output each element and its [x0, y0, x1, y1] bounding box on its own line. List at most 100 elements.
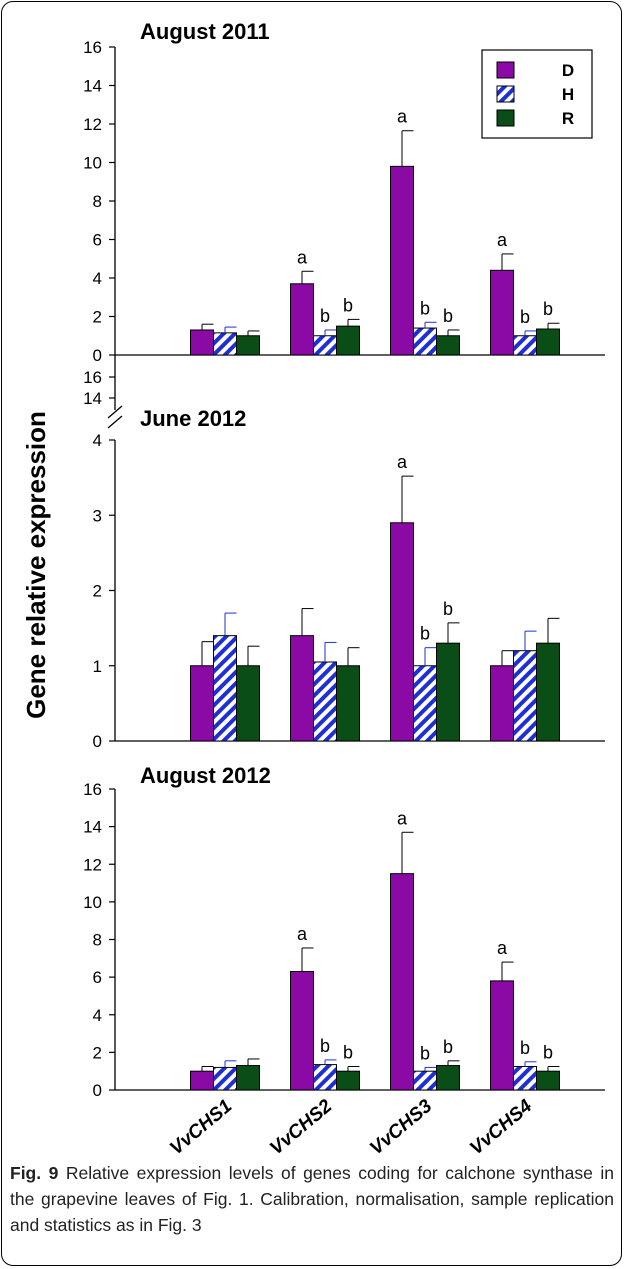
- y-tick-label: 12: [83, 855, 102, 874]
- bar-H-VvCHS3: [413, 665, 437, 742]
- axis-break-mark: [107, 415, 123, 429]
- bar-D-VvCHS4: [490, 665, 514, 742]
- y-tick-label: 0: [93, 346, 102, 365]
- y-tick-label: 16: [83, 368, 102, 387]
- significance-label: b: [443, 306, 453, 326]
- y-tick-label: 0: [93, 1081, 102, 1100]
- significance-label: b: [543, 1042, 553, 1062]
- y-tick-label: 12: [83, 115, 102, 134]
- legend-swatch-R: [496, 109, 515, 127]
- y-tick-label: 8: [93, 931, 102, 950]
- significance-label: b: [420, 298, 430, 318]
- y-tick-label: 4: [93, 1006, 102, 1025]
- y-tick-label: 6: [93, 968, 102, 987]
- bar-H-VvCHS2: [313, 661, 337, 742]
- bar-D-VvCHS4: [490, 269, 514, 356]
- significance-label: b: [343, 295, 353, 315]
- significance-label: b: [520, 1038, 530, 1058]
- bar-R-VvCHS4: [536, 1070, 560, 1091]
- y-tick-label: 14: [83, 77, 102, 96]
- y-tick-label: 16: [83, 780, 102, 799]
- y-tick-label: 8: [93, 192, 102, 211]
- y-tick-label: 2: [93, 1043, 102, 1062]
- significance-label: a: [297, 247, 308, 267]
- bar-H-VvCHS2: [313, 1064, 337, 1091]
- significance-label: a: [397, 107, 408, 127]
- significance-label: b: [343, 1042, 353, 1062]
- significance-label: b: [420, 1043, 430, 1063]
- caption-label: Fig. 9: [10, 1163, 59, 1183]
- category-label: VvCHS4: [466, 1095, 536, 1159]
- significance-label: b: [520, 307, 530, 327]
- bar-R-VvCHS4: [536, 328, 560, 356]
- bar-R-VvCHS2: [336, 1070, 360, 1091]
- significance-label: b: [443, 1037, 453, 1057]
- bar-H-VvCHS1: [213, 332, 237, 356]
- significance-label: a: [497, 938, 508, 958]
- panel-2: June 2012 0 1 2 3 4 16 14 a bb: [83, 355, 605, 751]
- bar-D-VvCHS3: [390, 522, 414, 742]
- legend-label-H: H: [562, 85, 574, 104]
- axis-break-mark: [107, 405, 123, 419]
- y-tick-label: 4: [93, 431, 102, 450]
- significance-label: a: [497, 230, 508, 250]
- bar-R-VvCHS4: [536, 642, 560, 742]
- bar-R-VvCHS3: [436, 642, 460, 742]
- panel-title: June 2012: [140, 406, 246, 431]
- panel-title: August 2012: [140, 763, 271, 788]
- bar-H-VvCHS4: [513, 650, 537, 742]
- bar-R-VvCHS2: [336, 325, 360, 356]
- bar-H-VvCHS4: [513, 1065, 537, 1091]
- significance-label: b: [320, 306, 330, 326]
- legend-swatch-D: [496, 61, 515, 79]
- category-label: VvCHS2: [266, 1095, 336, 1159]
- panel-title: August 2011: [140, 19, 270, 44]
- significance-label: a: [397, 452, 408, 472]
- bar-R-VvCHS1: [236, 665, 260, 742]
- bar-H-VvCHS3: [413, 327, 437, 356]
- bar-D-VvCHS1: [190, 329, 214, 356]
- bar-D-VvCHS1: [190, 665, 214, 742]
- significance-label: b: [543, 299, 553, 319]
- bar-D-VvCHS2: [290, 283, 314, 356]
- y-tick-label: 2: [93, 308, 102, 327]
- legend-swatch-H: [496, 85, 515, 103]
- y-tick-label: 10: [83, 154, 102, 173]
- bar-H-VvCHS1: [213, 635, 237, 742]
- bar-D-VvCHS1: [190, 1070, 214, 1091]
- y-tick-label: 0: [93, 732, 102, 751]
- significance-label: a: [297, 924, 308, 944]
- bar-R-VvCHS1: [236, 1065, 260, 1091]
- legend-label-R: R: [562, 109, 574, 128]
- bar-D-VvCHS4: [490, 980, 514, 1091]
- y-tick-label: 6: [93, 231, 102, 250]
- legend: DHR: [481, 49, 593, 139]
- bar-H-VvCHS3: [413, 1070, 437, 1091]
- bar-H-VvCHS4: [513, 335, 537, 356]
- caption-text: Relative expression levels of genes codi…: [10, 1163, 614, 1235]
- bar-D-VvCHS2: [290, 635, 314, 742]
- bar-R-VvCHS1: [236, 335, 260, 356]
- y-tick-label: 14: [83, 818, 102, 837]
- bar-D-VvCHS2: [290, 970, 314, 1091]
- figure-caption: Fig. 9 Relative expression levels of gen…: [10, 1160, 614, 1238]
- significance-label: b: [320, 1036, 330, 1056]
- significance-label: b: [420, 624, 430, 644]
- bar-D-VvCHS3: [390, 873, 414, 1091]
- bar-R-VvCHS3: [436, 1065, 460, 1091]
- bar-D-VvCHS3: [390, 165, 414, 356]
- bar-H-VvCHS1: [213, 1066, 237, 1091]
- significance-label: a: [397, 808, 408, 828]
- y-tick-label: 10: [83, 893, 102, 912]
- category-label: VvCHS1: [166, 1096, 236, 1160]
- y-tick-label: 16: [83, 38, 102, 57]
- significance-label: b: [443, 599, 453, 619]
- bar-R-VvCHS2: [336, 665, 360, 742]
- y-tick-label: 2: [93, 582, 102, 601]
- y-tick-label: 3: [93, 506, 102, 525]
- bar-R-VvCHS3: [436, 335, 460, 356]
- legend-label-D: D: [562, 61, 574, 80]
